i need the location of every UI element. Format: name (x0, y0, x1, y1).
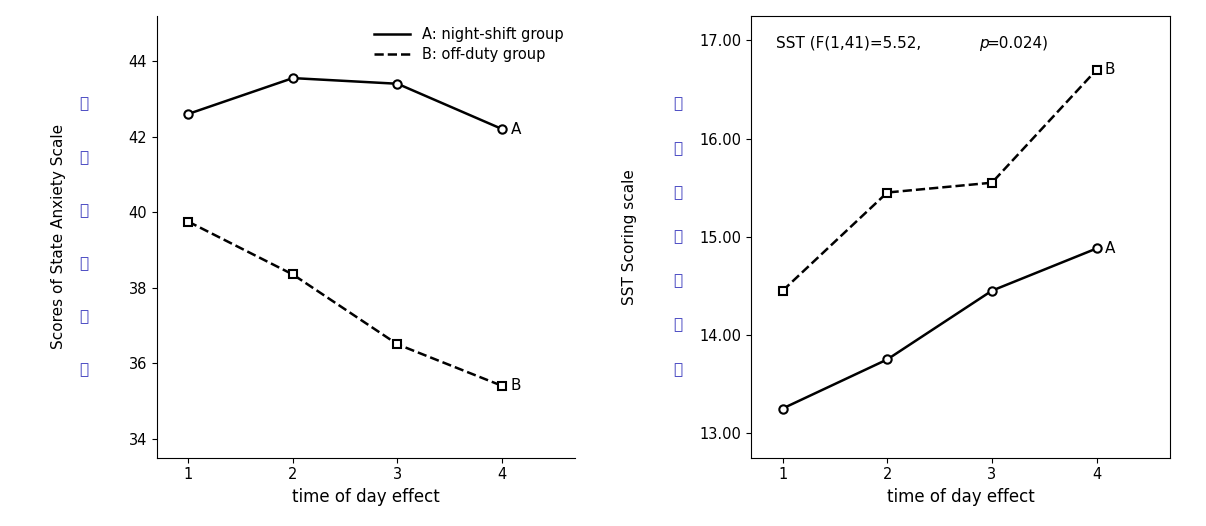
X-axis label: time of day effect: time of day effect (886, 488, 1035, 506)
Text: SST (F(1,41)=5.52,: SST (F(1,41)=5.52, (777, 36, 926, 50)
X-axis label: time of day effect: time of day effect (292, 488, 440, 506)
Legend: A: night-shift group, B: off-duty group: A: night-shift group, B: off-duty group (369, 23, 568, 66)
Text: 肩: 肩 (673, 185, 683, 200)
Text: 分: 分 (78, 362, 88, 377)
Text: 慮: 慮 (78, 150, 88, 165)
Text: B: B (510, 378, 521, 393)
Text: p: p (979, 36, 989, 50)
Text: =0.024): =0.024) (987, 36, 1049, 50)
Y-axis label: Scores of State Anxiety Scale: Scores of State Anxiety Scale (51, 124, 66, 349)
Text: 分: 分 (673, 362, 683, 377)
Text: A: A (510, 122, 521, 137)
Y-axis label: SST Scoring scale: SST Scoring scale (622, 169, 637, 305)
Text: 評: 評 (78, 309, 88, 323)
Text: 肯: 肯 (673, 229, 683, 244)
Text: 狀: 狀 (78, 203, 88, 218)
Text: A: A (1105, 241, 1116, 256)
Text: 測: 測 (673, 274, 683, 288)
Text: 簡: 簡 (673, 97, 683, 112)
Text: 評: 評 (673, 318, 683, 332)
Text: 態: 態 (78, 256, 88, 271)
Text: 單: 單 (673, 141, 683, 156)
Text: 焦: 焦 (78, 97, 88, 112)
Text: B: B (1105, 62, 1116, 77)
